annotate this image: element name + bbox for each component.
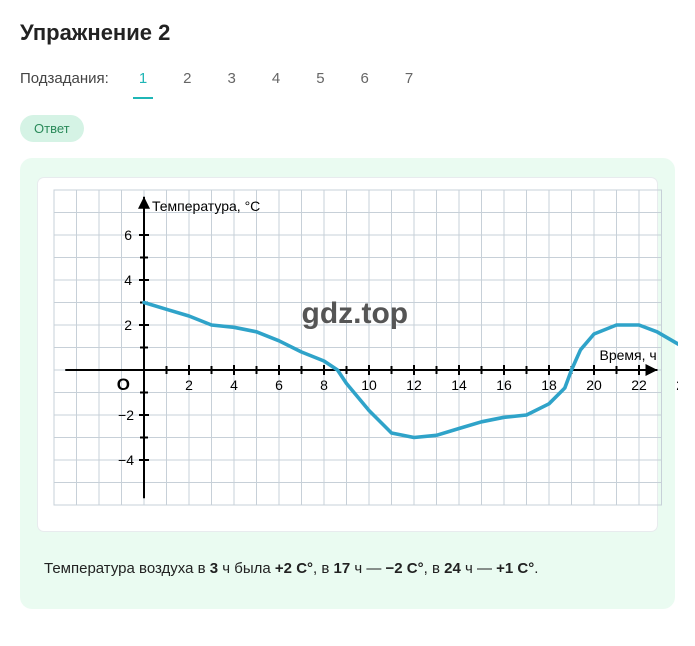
svg-text:−4: −4 — [118, 452, 134, 468]
svg-text:Время, ч: Время, ч — [600, 347, 657, 363]
answer-badge: Ответ — [20, 115, 84, 142]
subtask-tab-7[interactable]: 7 — [399, 66, 419, 91]
answer-panel: 24681012141618202224246−2−4OТемпература,… — [20, 158, 675, 609]
svg-text:gdz.top: gdz.top — [302, 297, 409, 330]
svg-text:4: 4 — [230, 377, 238, 393]
subtask-tab-5[interactable]: 5 — [310, 66, 330, 91]
answer-text: Температура воздуха в 3 ч была +2 C°, в … — [38, 557, 657, 581]
subtasks-label: Подзадания: — [20, 70, 109, 87]
svg-text:−2: −2 — [118, 407, 134, 423]
svg-text:2: 2 — [124, 317, 132, 333]
svg-text:12: 12 — [406, 377, 422, 393]
svg-text:14: 14 — [451, 377, 467, 393]
subtasks-nav: Подзадания: 1234567 — [20, 66, 675, 91]
temperature-chart: 24681012141618202224246−2−4OТемпература,… — [42, 182, 678, 522]
svg-text:20: 20 — [586, 377, 602, 393]
svg-text:O: O — [117, 375, 130, 394]
svg-text:24: 24 — [676, 377, 678, 393]
subtask-tab-6[interactable]: 6 — [355, 66, 375, 91]
page-title: Упражнение 2 — [20, 20, 675, 46]
subtask-tab-2[interactable]: 2 — [177, 66, 197, 91]
svg-text:Температура, °С: Температура, °С — [152, 198, 260, 214]
svg-text:16: 16 — [496, 377, 512, 393]
svg-text:4: 4 — [124, 272, 132, 288]
subtask-tab-3[interactable]: 3 — [222, 66, 242, 91]
svg-text:6: 6 — [275, 377, 283, 393]
svg-text:6: 6 — [124, 227, 132, 243]
svg-text:22: 22 — [631, 377, 647, 393]
subtask-tab-4[interactable]: 4 — [266, 66, 286, 91]
chart-panel: 24681012141618202224246−2−4OТемпература,… — [38, 178, 657, 531]
svg-text:10: 10 — [361, 377, 377, 393]
svg-text:8: 8 — [320, 377, 328, 393]
subtask-tab-1[interactable]: 1 — [133, 66, 153, 91]
svg-text:2: 2 — [185, 377, 193, 393]
svg-text:18: 18 — [541, 377, 557, 393]
